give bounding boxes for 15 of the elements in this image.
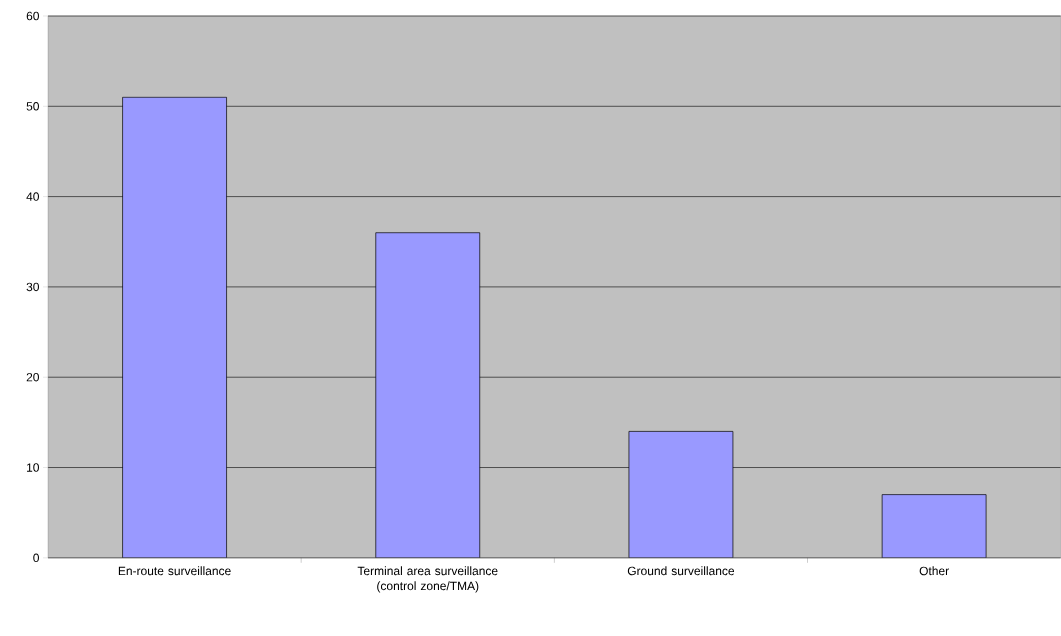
bar	[375, 232, 481, 558]
x-tick-label: Other	[919, 566, 949, 576]
y-tick-label: 30	[26, 282, 39, 292]
bar	[628, 431, 734, 558]
y-tick-label: 40	[26, 192, 39, 201]
y-tick-label: 60	[26, 11, 39, 21]
x-tick-label: En-route surveillance	[118, 566, 231, 576]
x-tick-label: Terminal area surveillance (control zone/TMA)	[357, 566, 498, 593]
bar	[122, 97, 227, 558]
y-tick-label: 10	[27, 463, 39, 472]
y-tick-label: 20	[26, 373, 39, 382]
x-tick-label: Ground surveillance	[627, 566, 735, 576]
y-tick-label: 50	[26, 102, 39, 111]
y-tick-label: 0	[33, 553, 39, 563]
bar	[881, 494, 987, 558]
